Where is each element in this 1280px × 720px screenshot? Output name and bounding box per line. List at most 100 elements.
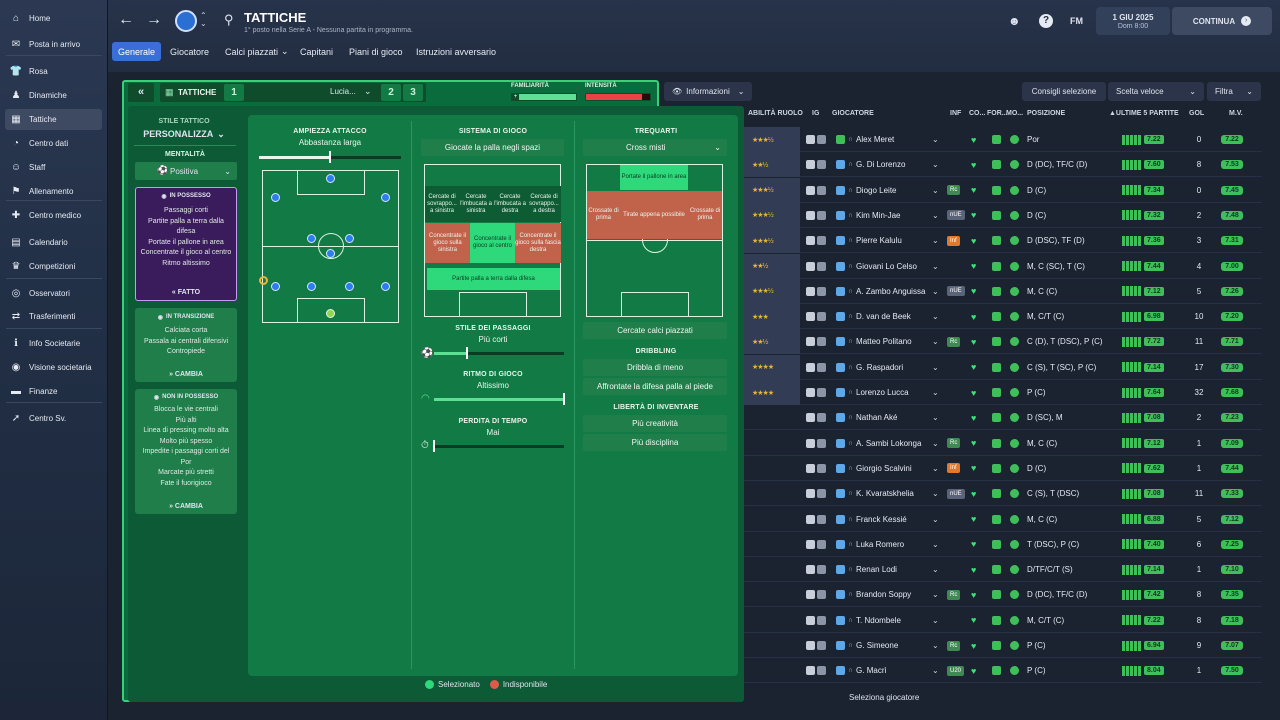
sidebar-item-finance[interactable]: ▬ Finanze [5,381,102,402]
table-row[interactable]: ∩ G. Simeone ⌄ Rc ♥ P (C) 6.94 9 7.07 [744,633,1262,658]
player-row-chevron-icon[interactable]: ⌄ [932,666,939,676]
player-marker[interactable] [381,282,390,291]
select-player-link[interactable]: Seleziona giocatore [849,693,920,702]
time-wasting-slider[interactable] [434,445,564,448]
table-row[interactable]: ∩ Luka Romero ⌄ ♥ T (DSC), P (C) 7.40 6 7.25 [744,532,1262,557]
continue-button[interactable]: CONTINUA › [1172,7,1272,35]
dribble-less-button[interactable]: Dribbla di meno [583,359,727,376]
opponent-card-icon[interactable] [817,236,826,246]
zone-overlap-left[interactable]: Cercate di sovrappo... a sinistra [425,186,459,222]
out-possession-card[interactable]: ◉ NON IN POSSESSO Blocca le vie centrali P… [135,389,237,514]
player-marker[interactable] [326,249,335,258]
info-card-icon[interactable] [806,413,815,423]
player-row-chevron-icon[interactable]: ⌄ [932,438,939,448]
opponent-card-icon[interactable] [817,185,826,195]
sidebar-item-staff[interactable]: ☺ Staff [5,157,102,178]
sidebar-item-transfers[interactable]: ⇄ Trasferimenti [5,306,102,327]
opponent-card-icon[interactable] [817,539,826,549]
zone-focus-right[interactable]: Concentrate il gioco sulla fascia destra [515,223,561,263]
info-card-icon[interactable] [806,236,815,246]
in-possession-card[interactable]: ◉ IN POSSESSO Passaggi corti Partite palla… [135,187,237,301]
col-morale[interactable]: MO... [1006,110,1024,117]
info-card-icon[interactable] [806,489,815,499]
sidebar-item-dev-centre[interactable]: ➚ Centro Sv. [5,408,102,429]
info-card-icon[interactable] [806,337,815,347]
player-row-chevron-icon[interactable]: ⌄ [932,514,939,524]
sidebar-item-medical[interactable]: ✚ Centro medico [5,205,102,226]
player-row-chevron-icon[interactable]: ⌄ [932,615,939,625]
info-card-icon[interactable] [806,590,815,600]
player-name[interactable]: T. Ndombele [856,615,901,625]
player-marker[interactable] [307,234,316,243]
club-switch-chevron-icon[interactable]: ⌃ ⌄ [200,11,207,28]
opponent-card-icon[interactable] [817,210,826,220]
sidebar-item-club-info[interactable]: ℹ Info Societarie [5,333,102,354]
tab-generale[interactable]: Generale [112,42,162,61]
info-card-icon[interactable] [806,666,815,676]
sidebar-item-vision[interactable]: ◉ Visione societaria [5,357,102,378]
opponent-card-icon[interactable] [817,312,826,322]
zone-shoot-on-sight[interactable]: Tirate appena possibile [620,191,688,239]
info-card-icon[interactable] [806,160,815,170]
sidebar-item-trophy[interactable]: ♛ Competizioni [5,256,102,277]
player-marker[interactable] [271,193,280,202]
tactic-slot-2[interactable]: 2 [381,84,401,101]
col-ig[interactable]: IG [812,110,820,117]
passing-style-slider-handle[interactable] [466,347,468,359]
info-card-icon[interactable] [806,641,815,650]
col-last-five[interactable]: ▲ULTIME 5 PARTITE [1109,110,1179,117]
selection-advice-button[interactable]: Consigli selezione [1022,82,1106,101]
info-card-icon[interactable] [806,438,815,448]
col-condition[interactable]: CO... [969,110,986,117]
tab-calci-piazzati[interactable]: Calci piazzati ⌄ [219,42,295,61]
opponent-card-icon[interactable] [817,337,826,347]
out-possession-change-button[interactable]: » CAMBIA [135,503,237,510]
zone-underlap-right[interactable]: Cercate l'imbucata a destra [493,186,527,222]
sidebar-item-dynamics[interactable]: ♟ Dinamiche [5,85,102,106]
player-row-chevron-icon[interactable]: ⌄ [932,565,939,575]
zone-early-cross-left[interactable]: Crossate di prima [587,191,620,239]
player-row-chevron-icon[interactable]: ⌄ [932,413,939,423]
player-marker[interactable] [345,282,354,291]
player-row-chevron-icon[interactable]: ⌄ [932,236,939,246]
table-row[interactable]: ★★★½ ∩ Kim Min-Jae ⌄ nUE ♥ D (C) 7.32 2 7.48 [744,202,1262,228]
player-name[interactable]: K. Kvaratskhelia [856,489,914,499]
time-wasting-slider-handle[interactable] [433,440,435,452]
search-icon[interactable]: ⚲ [224,12,234,27]
table-row[interactable]: ★★★½ ∩ Pierre Kalulu ⌄ Inf ♥ D (DSC), TF (D) 7.… [744,228,1262,254]
more-discipline-button[interactable]: Più disciplina [583,434,727,451]
info-card-icon[interactable] [806,565,815,575]
player-name[interactable]: G. Simeone [856,641,899,650]
opponent-card-icon[interactable] [817,666,826,676]
sidebar-item-training[interactable]: ⚑ Allenamento [5,181,102,202]
opponent-card-icon[interactable] [817,286,826,296]
table-row[interactable]: ∩ G. Macrì ⌄ U20 ♥ P (C) 8.04 1 7.50 [744,658,1262,684]
player-row-chevron-icon[interactable]: ⌄ [932,185,939,195]
sidebar-item-scouting[interactable]: ◎ Osservatori [5,283,102,304]
opponent-card-icon[interactable] [817,261,826,271]
player-name[interactable]: Nathan Aké [856,413,898,423]
col-form[interactable]: FOR... [987,110,1008,117]
opponent-card-icon[interactable] [817,413,826,423]
sidebar-item-home[interactable]: ⌂ Home [5,8,102,29]
table-row[interactable]: ∩ Franck Kessié ⌄ ♥ M, C (C) 6.88 5 7.12 [744,507,1262,532]
opponent-card-icon[interactable] [817,463,826,473]
player-name[interactable]: Pierre Kalulu [856,236,902,246]
fm-menu-button[interactable]: FM [1070,16,1083,26]
table-row[interactable]: ★★★½ ∩ Alex Meret ⌄ ♥ Por 7.22 0 7.22 [744,127,1262,152]
player-row-chevron-icon[interactable]: ⌄ [932,388,939,397]
player-name[interactable]: Giovani Lo Celso [856,261,917,271]
table-row[interactable]: ★★½ ∩ G. Di Lorenzo ⌄ ♥ D (DC), TF/C (D) 7.60 8… [744,152,1262,178]
player-row-chevron-icon[interactable]: ⌄ [932,312,939,322]
table-row[interactable]: ★★★½ ∩ A. Zambo Anguissa ⌄ nUE ♥ M, C (C) 7.12 5… [744,278,1262,304]
table-row[interactable]: ★★½ ∩ Matteo Politano ⌄ Rc ♥ C (D), T (DSC), P… [744,329,1262,355]
zone-underlap-left[interactable]: Cercate l'imbucata a sinistra [459,186,493,222]
opponent-card-icon[interactable] [817,615,826,625]
player-name[interactable]: D. van de Beek [856,312,911,322]
table-row[interactable]: ∩ Nathan Aké ⌄ ♥ D (SC), M 7.08 2 7.23 [744,405,1262,431]
opponent-card-icon[interactable] [817,565,826,575]
sidebar-item-shirt[interactable]: 👕 Rosa [5,61,102,82]
opponent-card-icon[interactable] [817,135,826,144]
player-name[interactable]: Diogo Leite [856,185,897,195]
player-row-chevron-icon[interactable]: ⌄ [932,641,939,650]
